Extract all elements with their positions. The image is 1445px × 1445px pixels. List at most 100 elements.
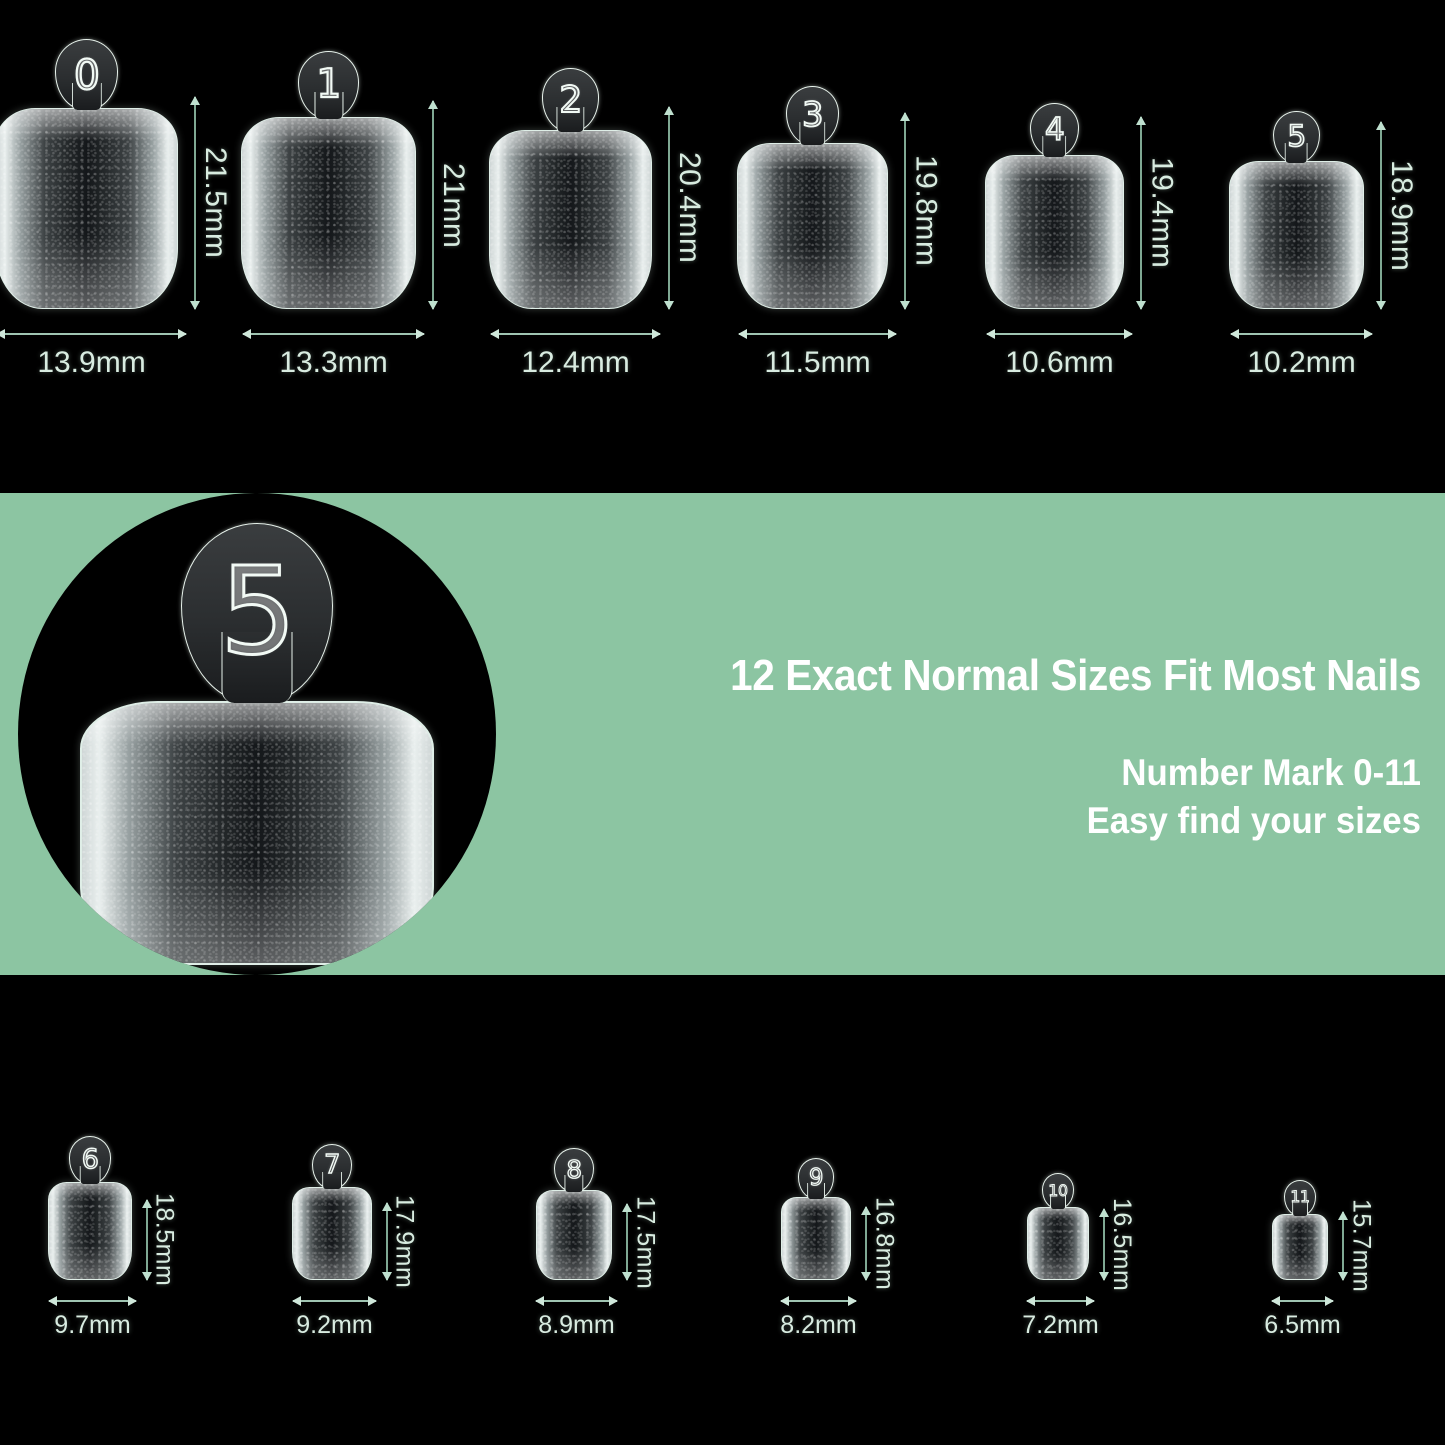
height-dimension: 18.9mm <box>1379 121 1418 309</box>
size-item-figure: 1 21mm <box>241 50 470 309</box>
width-dimension-label: 11.5mm <box>764 346 871 379</box>
size-item-0: 0 21.5mm 13.9mm <box>0 39 232 380</box>
height-dimension-label: 16.5mm <box>1108 1197 1137 1291</box>
nail-body <box>535 1189 613 1280</box>
tab-number-label: 3 <box>801 95 824 135</box>
nail-body <box>984 155 1125 309</box>
height-dimension: 17.9mm <box>385 1195 419 1288</box>
height-dimension-line <box>1379 121 1382 309</box>
number-tab: 11 <box>1284 1179 1316 1216</box>
width-dimension-line <box>292 1300 377 1302</box>
size-item-figure: 5 18.9mm <box>1229 110 1418 309</box>
size-row-bottom: 6 18.5mm 9.7mm 7 17.9mm 9.2mm 8 17.5mm 8.9mm 9 16.… <box>0 1125 1445 1340</box>
height-dimension-line <box>1103 1208 1106 1280</box>
height-dimension-line <box>904 113 907 309</box>
size-item-3: 3 19.8mm 11.5mm <box>732 85 947 380</box>
tab-number-label: 10 <box>1048 1180 1069 1200</box>
height-dimension-line <box>668 107 671 309</box>
nail-body <box>241 116 416 309</box>
nail-body <box>488 129 653 309</box>
width-dimension-line <box>490 333 661 335</box>
number-tab: 6 <box>68 1136 112 1184</box>
width-dimension: 11.5mm <box>738 333 897 380</box>
height-dimension-line <box>865 1207 868 1280</box>
height-dimension-label: 18.9mm <box>1384 159 1418 272</box>
height-dimension: 19.8mm <box>904 113 942 309</box>
size-item-10: 10 16.5mm 7.2mm <box>974 1172 1189 1340</box>
number-tab: 3 <box>786 85 839 145</box>
tab-number-label: 11 <box>1290 1187 1311 1206</box>
height-dimension-label: 20.4mm <box>673 152 707 264</box>
width-dimension: 9.2mm <box>292 1300 377 1340</box>
width-dimension-line <box>986 333 1133 335</box>
height-dimension: 17.5mm <box>626 1196 659 1289</box>
height-dimension-label: 15.7mm <box>1347 1199 1376 1293</box>
tab-number-label: 6 <box>81 1143 100 1175</box>
size-item-7: 7 17.9mm 9.2mm <box>248 1143 463 1340</box>
width-dimension-label: 9.2mm <box>296 1311 373 1339</box>
height-dimension-label: 17.5mm <box>631 1195 660 1289</box>
size-item-figure: 10 16.5mm <box>1026 1172 1136 1291</box>
number-tab: 8 <box>554 1147 594 1192</box>
height-dimension-line <box>1140 116 1143 309</box>
height-dimension: 18.5mm <box>145 1193 179 1287</box>
height-dimension: 16.8mm <box>865 1197 898 1290</box>
height-dimension-label: 21.5mm <box>198 147 232 259</box>
size-item-8: 8 17.5mm 8.9mm <box>490 1147 705 1340</box>
width-dimension-line <box>1027 1300 1094 1302</box>
nail-tip-graphic: 4 <box>984 102 1125 309</box>
width-dimension-line <box>48 1300 137 1302</box>
height-dimension-label: 19.4mm <box>1145 157 1179 269</box>
width-dimension-line <box>1272 1300 1333 1302</box>
width-dimension-label: 9.7mm <box>54 1311 131 1339</box>
height-dimension-label: 21mm <box>436 162 470 248</box>
number-tab: 0 <box>54 39 119 111</box>
banner-copy: 12 Exact Normal Sizes Fit Most Nails Num… <box>501 652 1421 844</box>
height-dimension: 16.5mm <box>1103 1198 1136 1291</box>
size-item-figure: 7 17.9mm <box>292 1143 419 1288</box>
height-dimension: 15.7mm <box>1342 1199 1375 1293</box>
height-dimension: 19.4mm <box>1140 116 1179 309</box>
nail-tip-graphic: 9 <box>780 1158 852 1280</box>
width-dimension: 13.3mm <box>243 333 424 380</box>
width-dimension: 10.6mm <box>986 333 1133 380</box>
nail-body <box>292 1186 372 1280</box>
nail-tip-graphic: 1 <box>241 50 416 309</box>
nail-tip-graphic: 3 <box>736 85 889 309</box>
nail-body <box>1271 1213 1329 1280</box>
number-tab: 4 <box>1030 102 1079 158</box>
number-tab: 7 <box>311 1143 353 1189</box>
size-item-5: 5 18.9mm 10.2mm <box>1216 110 1431 380</box>
width-dimension-line <box>738 333 897 335</box>
height-dimension-label: 19.8mm <box>909 155 943 267</box>
width-dimension-line <box>243 333 424 335</box>
size-item-figure: 11 15.7mm <box>1271 1179 1375 1293</box>
nail-tip-graphic: 7 <box>292 1143 372 1280</box>
zoom-nail-body <box>80 701 434 965</box>
tab-number-label: 9 <box>808 1165 824 1192</box>
size-item-figure: 9 16.8mm <box>780 1158 898 1290</box>
nail-tip-graphic: 6 <box>48 1136 132 1280</box>
height-dimension-line <box>193 96 196 309</box>
size-item-4: 4 19.4mm 10.6mm <box>974 102 1189 380</box>
size-item-figure: 6 18.5mm <box>48 1136 179 1287</box>
height-dimension-line <box>431 101 434 309</box>
width-dimension-label: 8.9mm <box>538 1311 615 1339</box>
nail-tip-graphic: 2 <box>488 68 653 309</box>
width-dimension-label: 10.6mm <box>1005 346 1114 379</box>
nail-tip-graphic: 5 <box>1229 110 1364 309</box>
width-dimension: 13.9mm <box>0 333 186 380</box>
nail-tip-graphic: 10 <box>1026 1172 1090 1280</box>
feature-banner: 5 12 Exact Normal Sizes Fit Most Nails N… <box>0 493 1445 975</box>
nail-tip-graphic: 8 <box>535 1147 613 1280</box>
zoomed-nail-photo: 5 <box>18 493 496 975</box>
width-dimension: 6.5mm <box>1264 1300 1341 1340</box>
height-dimension-label: 17.9mm <box>390 1194 419 1288</box>
nail-tip-graphic: 0 <box>0 39 178 309</box>
width-dimension: 12.4mm <box>490 333 661 380</box>
width-dimension-label: 7.2mm <box>1022 1311 1099 1339</box>
tab-number-label: 2 <box>558 77 583 121</box>
size-item-figure: 4 19.4mm <box>984 102 1179 309</box>
tab-number-label: 1 <box>315 61 342 107</box>
